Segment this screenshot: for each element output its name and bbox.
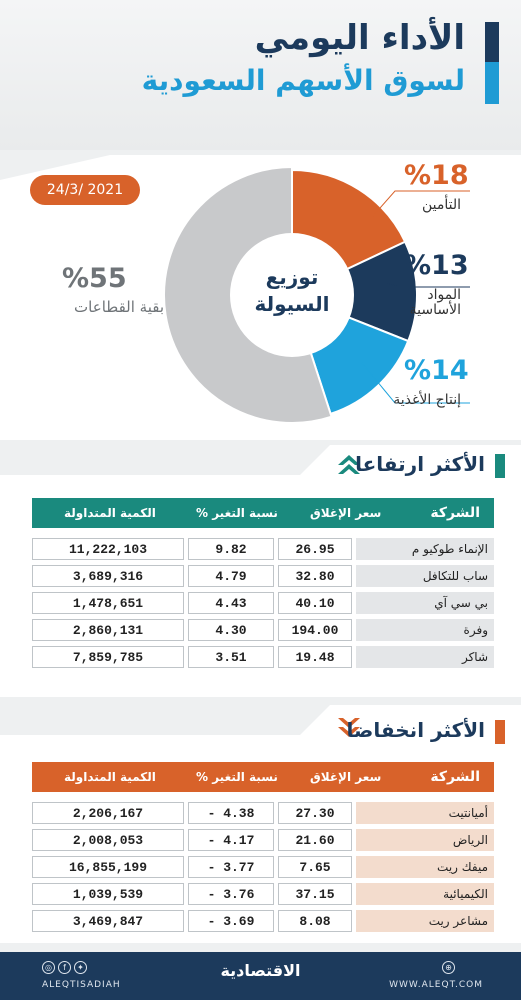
pct-other: %55	[62, 263, 127, 294]
header-volume: الكمية المتداولة	[64, 770, 156, 784]
cell-close: 7.65	[278, 856, 352, 878]
cell-company: الكيميائية	[356, 883, 494, 905]
header-change: نسبة التغير %	[196, 506, 278, 520]
leader-line-food	[361, 362, 470, 404]
table-row: 1,039,539- 3.76 37.15 الكيميائية	[32, 883, 494, 905]
cell-volume: 7,859,785	[32, 646, 184, 668]
header: الأداء اليومي لسوق الأسهم السعودية	[0, 0, 521, 150]
table-row: 11,222,103 9.82 26.95 الإنماء طوكيو م	[32, 538, 494, 560]
page-title: الأداء اليومي	[254, 18, 465, 58]
cell-company: أميانتيت	[356, 802, 494, 824]
gainers-accent-bar	[495, 454, 505, 478]
cell-volume: 2,008,053	[32, 829, 184, 851]
header-company: الشركة	[430, 505, 480, 521]
pie-center-hole	[230, 233, 354, 357]
cell-company: شاكر	[356, 646, 494, 668]
cell-volume: 11,222,103	[32, 538, 184, 560]
table-row: 3,469,847- 3.69 8.08 مشاعر ريت	[32, 910, 494, 932]
pie-title-line1: توزيع	[266, 265, 319, 289]
social-handle[interactable]: ALEQTISADIAH	[42, 980, 121, 990]
label-insurance: التأمين	[421, 197, 461, 213]
cell-change: - 3.76	[188, 883, 274, 905]
cell-volume: 2,860,131	[32, 619, 184, 641]
header-close: سعر الإغلاق	[310, 770, 382, 784]
losers-title: الأكثر انخفاضا	[346, 718, 485, 742]
label-other: بقية القطاعات	[74, 298, 164, 316]
losers-table-header: الشركة سعر الإغلاق نسبة التغير % الكمية …	[32, 762, 494, 792]
cell-volume: 3,469,847	[32, 910, 184, 932]
gainers-title: الأكثر ارتفاعا	[355, 452, 485, 476]
header-change: نسبة التغير %	[196, 770, 278, 784]
cell-change: 4.30	[188, 619, 274, 641]
label-materials-line2: الأساسية	[409, 302, 461, 318]
pct-insurance: %18	[404, 160, 469, 191]
instagram-icon[interactable]: ◎	[42, 961, 55, 974]
cell-close: 8.08	[278, 910, 352, 932]
footer: ◎ f ✦ ALEQTISADIAH الاقتصادية ⊕ WWW.ALEQT.…	[0, 952, 521, 1000]
cell-volume: 3,689,316	[32, 565, 184, 587]
header-volume: الكمية المتداولة	[64, 506, 156, 520]
header-company: الشركة	[430, 769, 480, 785]
cell-company: مشاعر ريت	[356, 910, 494, 932]
table-row: 16,855,199- 3.77 7.65 ميفك ريت	[32, 856, 494, 878]
gainers-table-header: الشركة سعر الإغلاق نسبة التغير % الكمية …	[32, 498, 494, 528]
table-row: 3,689,316 4.79 32.80 ساب للتكافل	[32, 565, 494, 587]
cell-close: 194.00	[278, 619, 352, 641]
pie-slice-1	[289, 240, 418, 343]
facebook-icon[interactable]: f	[58, 961, 71, 974]
cell-change: 9.82	[188, 538, 274, 560]
gainers-arrow-icon	[338, 455, 360, 479]
pct-materials: %13	[404, 250, 469, 281]
table-row: 2,206,167- 4.38 27.30 أميانتيت	[32, 802, 494, 824]
table-row: 1,478,651 4.43 40.10 بي سي آي	[32, 592, 494, 614]
cell-change: - 3.77	[188, 856, 274, 878]
brand-logo: الاقتصادية	[220, 961, 301, 980]
cell-company: الإنماء طوكيو م	[356, 538, 494, 560]
table-row: 2,860,131 4.30 194.00 وفرة	[32, 619, 494, 641]
cell-change: 4.43	[188, 592, 274, 614]
globe-icon: ⊕	[442, 961, 455, 974]
cell-change: - 3.69	[188, 910, 274, 932]
losers-arrow-icon	[338, 718, 360, 742]
cell-change: 4.79	[188, 565, 274, 587]
pie-title-line2: السيولة	[254, 292, 329, 316]
cell-company: الرياض	[356, 829, 494, 851]
cell-volume: 2,206,167	[32, 802, 184, 824]
cell-close: 37.15	[278, 883, 352, 905]
cell-close: 19.48	[278, 646, 352, 668]
table-row: 2,008,053- 4.17 21.60 الرياض	[32, 829, 494, 851]
cell-change: 3.51	[188, 646, 274, 668]
cell-close: 32.80	[278, 565, 352, 587]
cell-company: وفرة	[356, 619, 494, 641]
cell-close: 26.95	[278, 538, 352, 560]
cell-company: بي سي آي	[356, 592, 494, 614]
title-accent-bar-blue	[485, 62, 499, 104]
date-badge: 24/3/ 2021	[30, 175, 140, 205]
cell-close: 27.30	[278, 802, 352, 824]
cell-volume: 1,039,539	[32, 883, 184, 905]
cell-change: - 4.38	[188, 802, 274, 824]
twitter-icon[interactable]: ✦	[74, 961, 87, 974]
cell-close: 40.10	[278, 592, 352, 614]
cell-company: ميفك ريت	[356, 856, 494, 878]
website-link[interactable]: WWW.ALEQT.COM	[389, 980, 483, 990]
cell-company: ساب للتكافل	[356, 565, 494, 587]
label-food: إنتاج الأغذية	[393, 392, 461, 408]
header-close: سعر الإغلاق	[310, 506, 382, 520]
liquidity-pie-chart: توزيع السيولة	[163, 165, 470, 424]
cell-change: - 4.17	[188, 829, 274, 851]
cell-close: 21.60	[278, 829, 352, 851]
leader-line-materials	[385, 282, 470, 288]
losers-accent-bar	[495, 720, 505, 744]
leader-line-insurance	[371, 190, 470, 218]
page-subtitle: لسوق الأسهم السعودية	[141, 64, 465, 97]
label-materials-line1: المواد	[427, 287, 461, 303]
pct-food: %14	[404, 355, 469, 386]
table-row: 7,859,785 3.51 19.48 شاكر	[32, 646, 494, 668]
social-icons: ◎ f ✦	[42, 961, 90, 974]
cell-volume: 1,478,651	[32, 592, 184, 614]
cell-volume: 16,855,199	[32, 856, 184, 878]
